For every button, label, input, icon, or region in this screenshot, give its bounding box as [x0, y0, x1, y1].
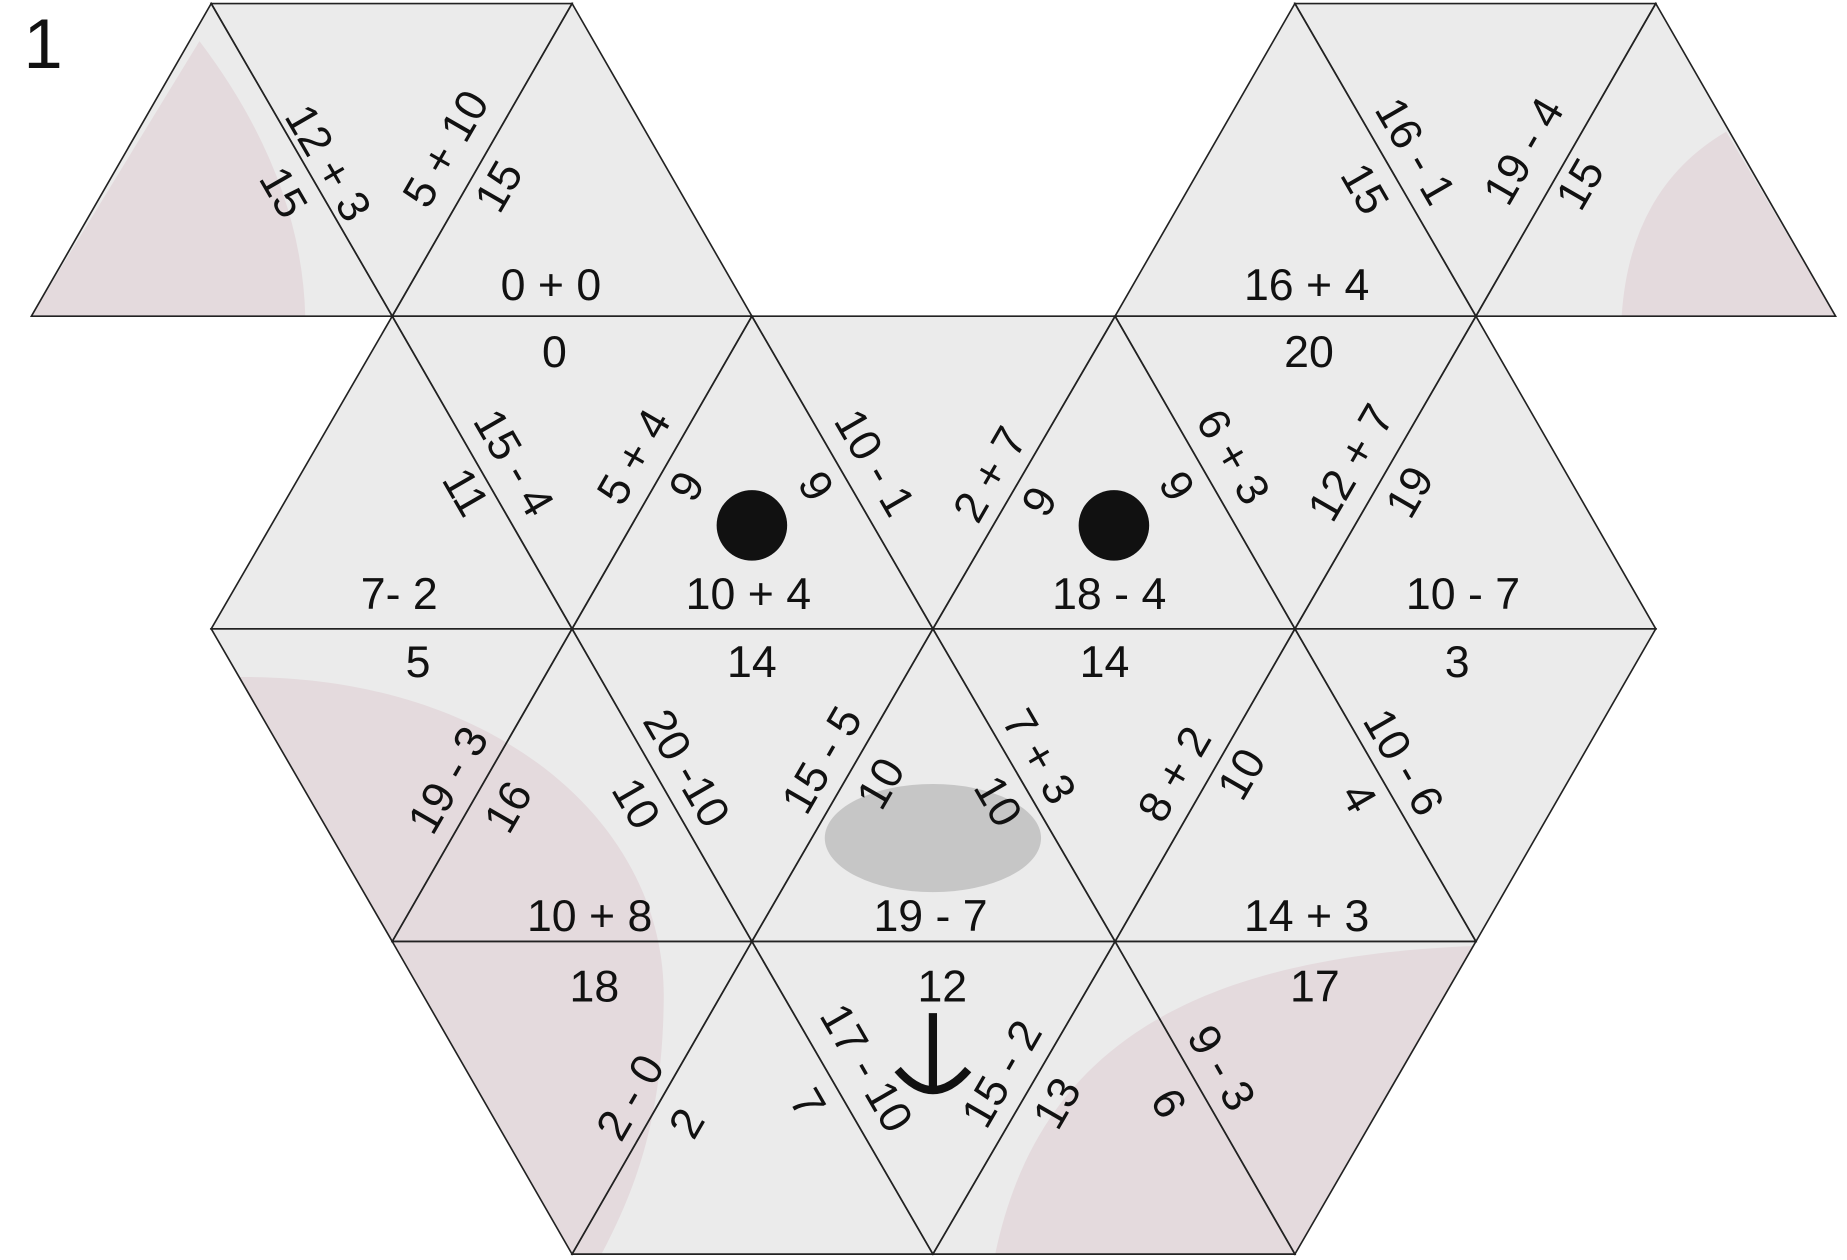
- piece-label: 10 - 7: [1406, 570, 1520, 619]
- piece-label: 10 + 8: [527, 892, 652, 941]
- nose: [824, 783, 1042, 893]
- piece-label: 19 - 7: [873, 892, 987, 941]
- triangle: [1115, 3, 1476, 317]
- triangle: [932, 628, 1295, 942]
- triangle-edges: [29, 1, 1838, 1256]
- piece-label: 0 + 0: [501, 261, 602, 310]
- piece-label: 10 + 4: [686, 570, 811, 619]
- triangle: [1115, 628, 1476, 942]
- piece-label: 18: [570, 962, 620, 1011]
- triangle: [1115, 316, 1476, 629]
- triangle: [751, 316, 1116, 629]
- triangle: [932, 316, 1295, 629]
- ear-patch: [31, 41, 306, 317]
- mouth-curve: [894, 1066, 972, 1095]
- piece-label: 14: [727, 638, 777, 687]
- triangle: [211, 316, 573, 629]
- ear-patch: [1621, 131, 1836, 317]
- piece-label: 14: [1080, 638, 1130, 687]
- piece-label: 20: [1284, 328, 1334, 377]
- eye: [716, 490, 788, 561]
- triangle: [1294, 3, 1656, 317]
- piece-label: 5: [406, 638, 431, 687]
- triangle: [751, 941, 1116, 1255]
- triangle: [572, 316, 933, 629]
- triangle: [1294, 628, 1656, 942]
- piece-label: 17: [1290, 962, 1340, 1011]
- piece-label: 14 + 3: [1244, 892, 1369, 941]
- page-number: 1: [24, 4, 63, 83]
- piece-label: 12: [917, 962, 967, 1011]
- triangle-outline: [1474, 1, 1838, 317]
- triangle: [211, 3, 573, 317]
- triangle-outline: [1113, 940, 1478, 1256]
- triangle-outline: [1293, 628, 1658, 944]
- triangle: [392, 3, 752, 317]
- triangle: [392, 316, 752, 629]
- triangle: [1294, 316, 1656, 629]
- piece-label: 3: [1445, 638, 1470, 687]
- piece-label: 7- 2: [361, 570, 438, 619]
- triangle: [572, 941, 933, 1255]
- eye: [1078, 490, 1150, 561]
- piece-label: 16 + 4: [1244, 261, 1369, 310]
- piece-label: 18 - 4: [1052, 570, 1166, 619]
- piece-label: 0: [542, 328, 567, 377]
- triangle: [572, 628, 933, 942]
